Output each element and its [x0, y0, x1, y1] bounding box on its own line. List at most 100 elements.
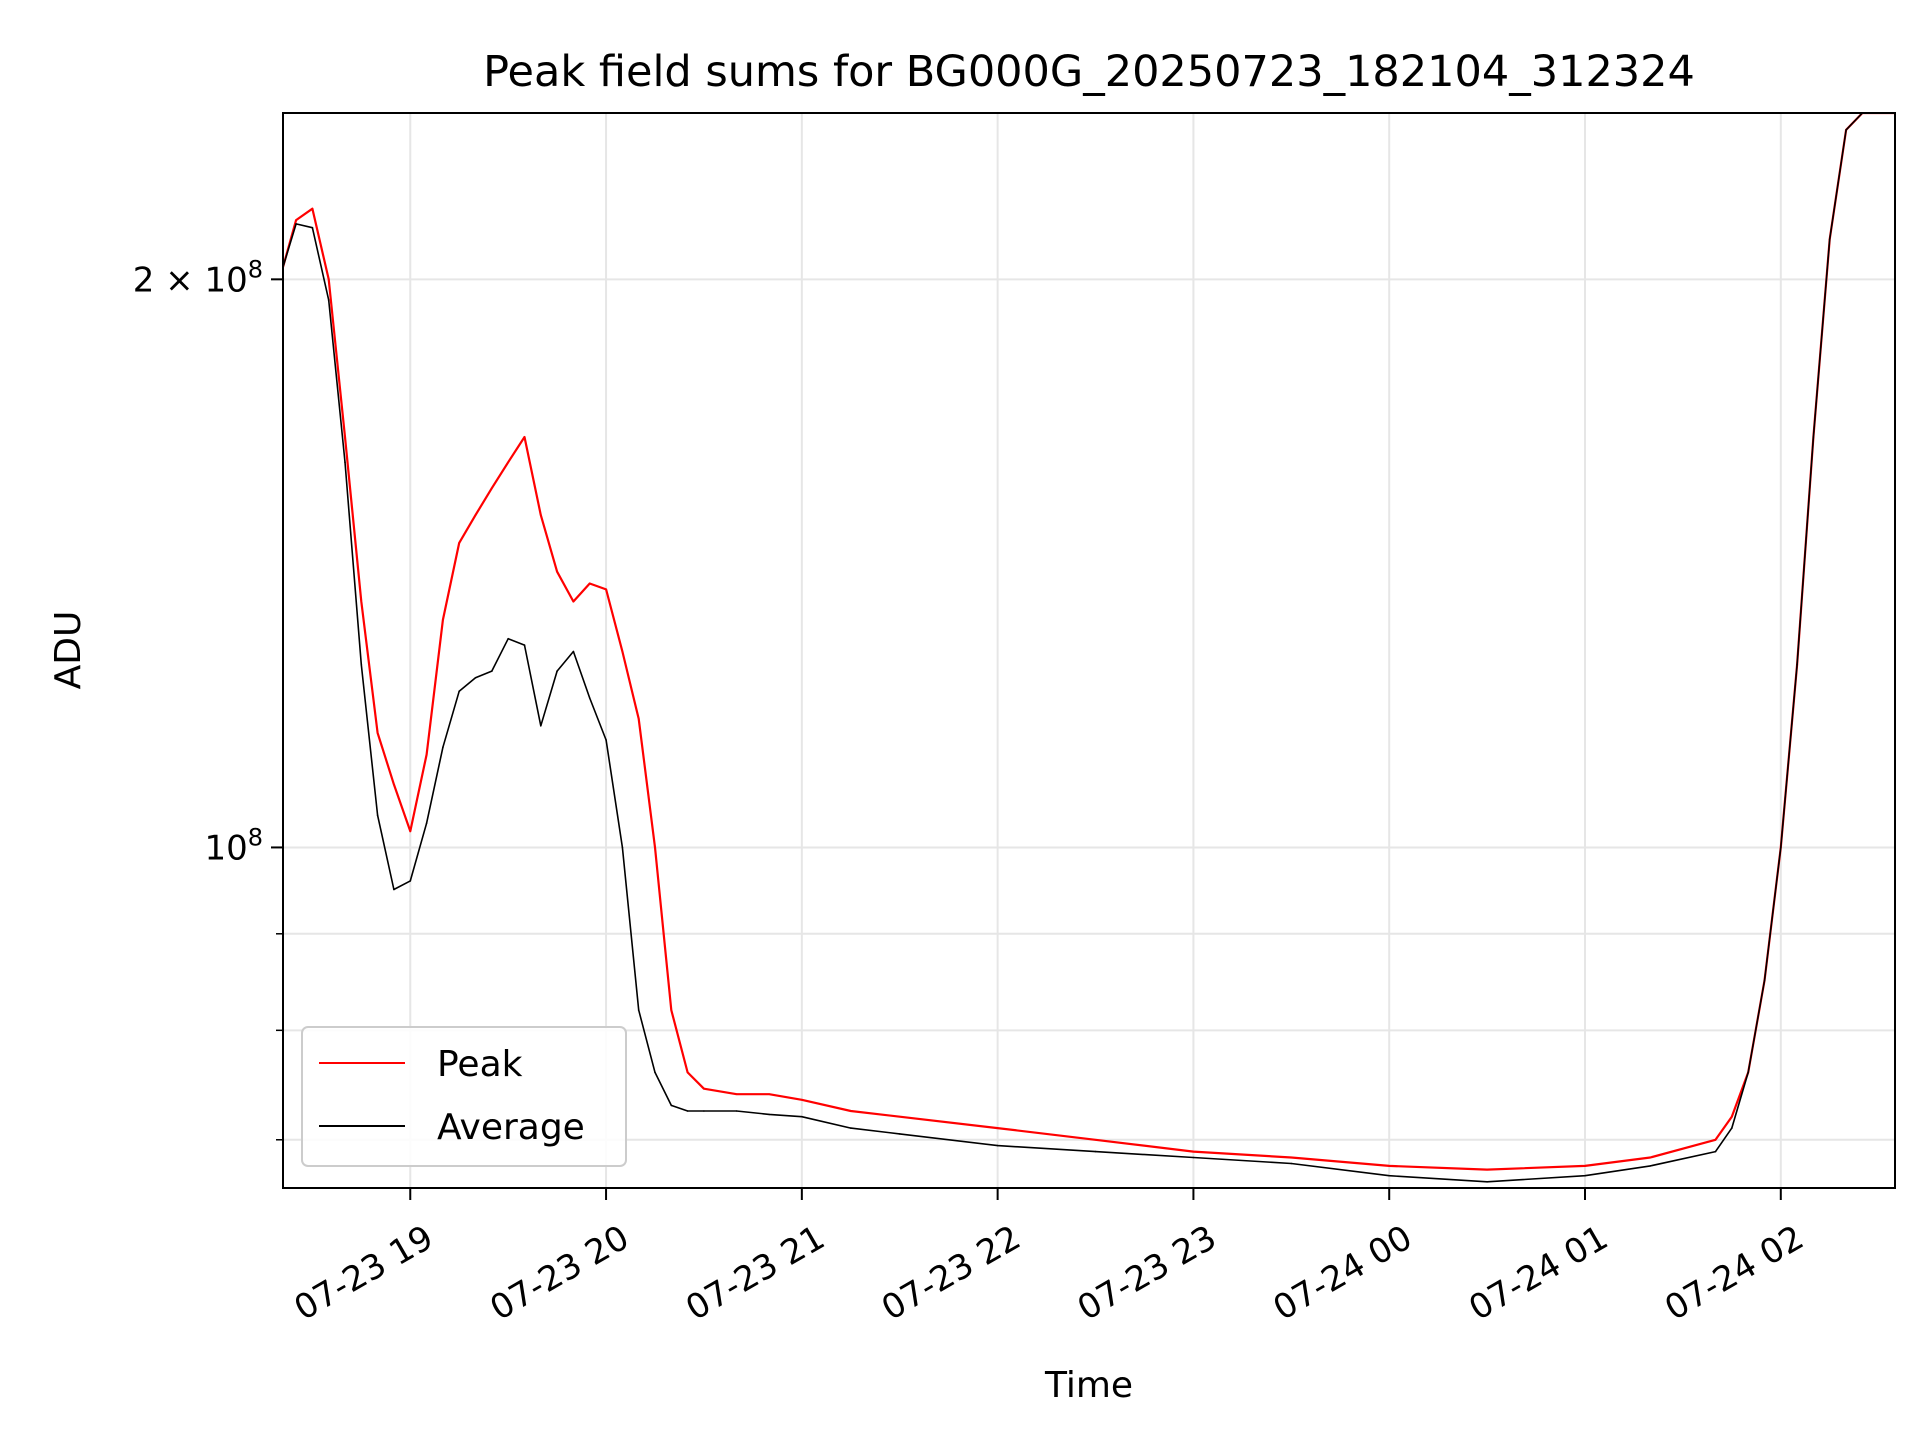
series-peak-point	[523, 436, 526, 438]
series-peak-point	[393, 783, 395, 786]
series-average-point	[409, 880, 412, 882]
series-average-point	[344, 461, 346, 464]
series-average-point	[1192, 1156, 1195, 1159]
series-average-point	[458, 690, 461, 692]
series-peak-point	[344, 436, 346, 438]
series-average-point	[474, 677, 477, 679]
series-average-point	[1845, 129, 1847, 131]
series-peak-point	[327, 278, 330, 281]
series-peak-point	[588, 582, 591, 585]
axes-frame	[282, 112, 1896, 1189]
series-average-point	[1763, 979, 1766, 982]
legend-average-label: Average	[437, 1107, 585, 1148]
series-peak-point	[1486, 1168, 1488, 1171]
series-average-point	[425, 822, 428, 824]
series-peak-point	[295, 219, 297, 221]
series-peak-point	[474, 514, 477, 516]
series-peak-point	[1388, 1165, 1390, 1167]
series-average-point	[442, 746, 444, 749]
series-peak-point	[768, 1093, 770, 1095]
series-average-point	[637, 1009, 640, 1011]
series-average-point	[850, 1127, 852, 1129]
series-average-point	[621, 846, 624, 849]
series-average-point	[1780, 846, 1782, 849]
series-peak-point	[572, 600, 575, 603]
series-peak-point	[654, 846, 656, 849]
series-peak-point	[670, 1009, 673, 1011]
y-tick-exponent: 8	[248, 255, 263, 283]
series-peak-point	[556, 570, 558, 573]
series-average-point	[1584, 1174, 1586, 1177]
series-average-point	[556, 670, 558, 672]
y-tick-label: 2 × 108	[133, 255, 263, 300]
series-peak-point	[850, 1110, 852, 1112]
series-peak-point	[409, 830, 412, 832]
series-peak-point	[376, 732, 379, 734]
series-average-point	[654, 1071, 656, 1074]
series-average-point	[686, 1110, 689, 1112]
series-peak-point	[621, 650, 624, 653]
series-average-point	[572, 650, 575, 653]
series-average-point	[735, 1110, 738, 1112]
series-average-point	[1486, 1181, 1488, 1183]
series-peak-point	[1714, 1139, 1717, 1141]
series-average-point	[1796, 663, 1798, 666]
series-peak-point	[425, 753, 428, 756]
series-peak-point	[703, 1087, 705, 1090]
y-tick-exponent: 8	[248, 823, 263, 851]
legend-peak-label: Peak	[437, 1044, 523, 1085]
series-peak-point	[507, 461, 510, 464]
series-average-point	[393, 888, 395, 891]
series-peak-point	[996, 1127, 999, 1129]
series-average-point	[1812, 436, 1815, 438]
series-average-point	[588, 697, 591, 699]
y-tick-label: 108	[204, 823, 263, 868]
series-peak-point	[1094, 1139, 1097, 1141]
series-peak-point	[735, 1093, 738, 1095]
plot-area	[283, 113, 1895, 1183]
series-peak-point	[1192, 1150, 1195, 1153]
series-peak-point	[491, 487, 493, 490]
series-average-point	[491, 670, 493, 672]
y-tick-base: 2 × 10	[133, 260, 248, 300]
series-average-point	[1649, 1165, 1652, 1167]
y-tick-base: 10	[204, 828, 247, 868]
series-average-point	[295, 223, 297, 225]
series-average-line	[283, 113, 1895, 1183]
series-average-point	[507, 637, 510, 640]
series-average-point	[801, 1115, 803, 1118]
series-peak-point	[898, 1115, 901, 1118]
series-average-point	[1731, 1127, 1733, 1129]
series-peak-point	[458, 542, 461, 544]
series-average-point	[376, 814, 379, 817]
series-peak-point	[605, 588, 607, 591]
chart-title: Peak field sums for BG000G_20250723_1821…	[483, 47, 1695, 97]
series-peak-point	[540, 514, 542, 516]
series-average-point	[1094, 1150, 1097, 1153]
series-average-point	[1388, 1174, 1390, 1177]
series-peak-point	[637, 718, 640, 720]
x-axis-label: Time	[1044, 1365, 1133, 1406]
series-average-point	[311, 226, 314, 229]
series-peak-point	[801, 1099, 803, 1101]
series-average-point	[670, 1104, 673, 1107]
series-average-point	[327, 299, 330, 301]
series-average-point	[605, 739, 607, 741]
series-average-point	[523, 644, 526, 646]
series-average-point	[1828, 238, 1831, 241]
series-average-point	[1714, 1150, 1717, 1153]
series-peak-point	[1649, 1156, 1652, 1159]
series-average-point	[703, 1110, 705, 1112]
series-average-point	[1747, 1071, 1749, 1074]
series-peak-point	[686, 1071, 689, 1074]
series-average-point	[996, 1144, 999, 1147]
series-average-point	[1290, 1162, 1293, 1165]
series-average-point	[540, 725, 542, 727]
series-peak-point	[1290, 1156, 1293, 1159]
series-peak-point	[1731, 1115, 1733, 1118]
series-peak-point	[311, 207, 314, 210]
series-average-point	[898, 1133, 901, 1135]
y-axis-label: ADU	[48, 611, 89, 690]
